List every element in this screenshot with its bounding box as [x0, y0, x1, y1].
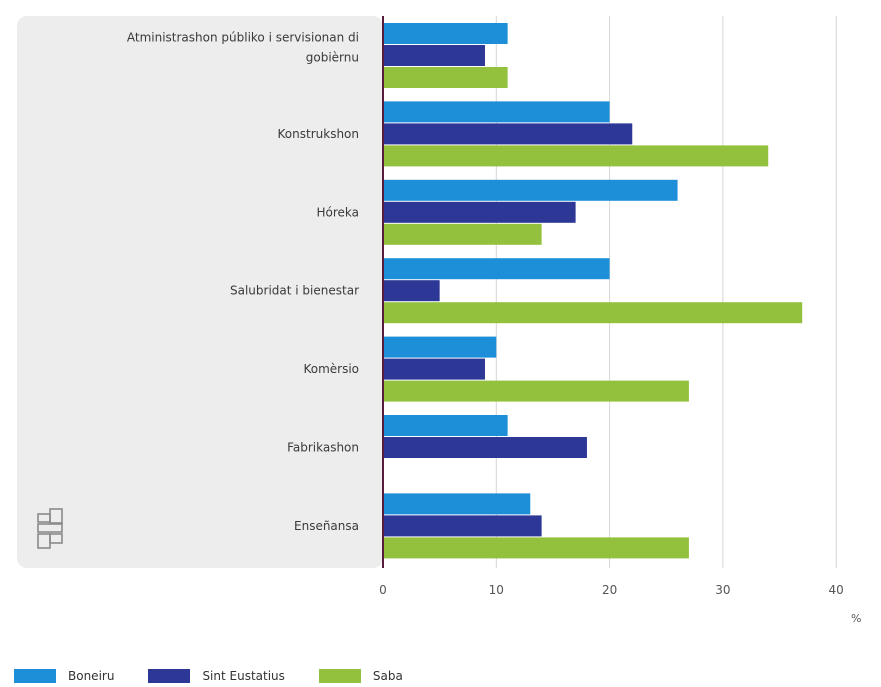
- cbs-logo: [37, 508, 63, 549]
- gridlines: [495, 16, 837, 568]
- legend-label-boneiru: Boneiru: [68, 669, 115, 683]
- bar-sint-eustatius-fabrikashon: [384, 437, 587, 458]
- bar-sint-eustatius-komersio: [384, 358, 485, 380]
- bars: [384, 23, 803, 559]
- legend-item-saba: Saba: [318, 669, 403, 683]
- category-label-atministrashon-publiko-i-servisionan-di: Atministrashon públiko i servisionan di g…: [127, 31, 359, 65]
- category-label-konstrukshon: Konstrukshon: [278, 127, 359, 141]
- bar-boneiru-komersio: [384, 336, 497, 358]
- legend-item-boneiru: Boneiru: [14, 669, 114, 683]
- legend: Boneiru Sint Eustatius Saba: [14, 669, 437, 683]
- legend-swatch-boneiru: [14, 669, 56, 683]
- bar-sint-eustatius-horeka: [384, 201, 576, 223]
- legend-swatch-sint-eustatius: [148, 669, 191, 683]
- bar-boneiru-salubridat-i-bienestar: [384, 258, 610, 280]
- legend-label-saba: Saba: [372, 669, 403, 683]
- bar-sint-eustatius-atministrashon-publiko-i-servisionan-di: [384, 45, 485, 66]
- bar-saba-atministrashon-publiko-i-servisionan-di: [384, 67, 508, 88]
- bar-saba-konstrukshon: [384, 145, 769, 167]
- bar-saba-ensenansa: [384, 537, 689, 559]
- category-label-horeka: Hóreka: [316, 205, 359, 219]
- legend-item-sint-eustatius: Sint Eustatius: [148, 669, 285, 683]
- legend-swatch-saba: [318, 669, 361, 683]
- bar-boneiru-fabrikashon: [384, 415, 508, 436]
- x-tick-label-0: 0: [379, 583, 387, 597]
- bar-sint-eustatius-salubridat-i-bienestar: [384, 280, 440, 302]
- category-label-fabrikashon: Fabrikashon: [287, 441, 359, 455]
- bar-boneiru-atministrashon-publiko-i-servisionan-di: [384, 23, 508, 44]
- bar-boneiru-konstrukshon: [384, 101, 610, 123]
- category-panel: [17, 16, 383, 568]
- legend-label-sint-eustatius: Sint Eustatius: [202, 669, 285, 683]
- bar-saba-komersio: [384, 380, 689, 402]
- bar-chart: Atministrashon públiko i servisionan di g…: [17, 16, 861, 625]
- unit-label: %: [851, 612, 861, 625]
- bar-boneiru-horeka: [384, 179, 678, 201]
- x-tick-label-40: 40: [829, 583, 844, 597]
- x-tick-label-30: 30: [715, 583, 730, 597]
- category-labels: Atministrashon públiko i servisionan di g…: [127, 31, 359, 533]
- x-tick-label-20: 20: [602, 583, 617, 597]
- category-label-salubridat-i-bienestar: Salubridat i bienestar: [230, 284, 359, 298]
- bar-sint-eustatius-konstrukshon: [384, 123, 633, 145]
- bar-saba-salubridat-i-bienestar: [384, 302, 803, 324]
- category-label-komersio: Komèrsio: [303, 362, 359, 376]
- bar-saba-horeka: [384, 223, 542, 245]
- bar-boneiru-ensenansa: [384, 493, 531, 515]
- category-label-ensenansa: Enseñansa: [294, 519, 359, 533]
- x-tick-label-10: 10: [489, 583, 504, 597]
- bar-sint-eustatius-ensenansa: [384, 515, 542, 537]
- x-tick-labels: 0 10 20 30 40: [379, 583, 844, 597]
